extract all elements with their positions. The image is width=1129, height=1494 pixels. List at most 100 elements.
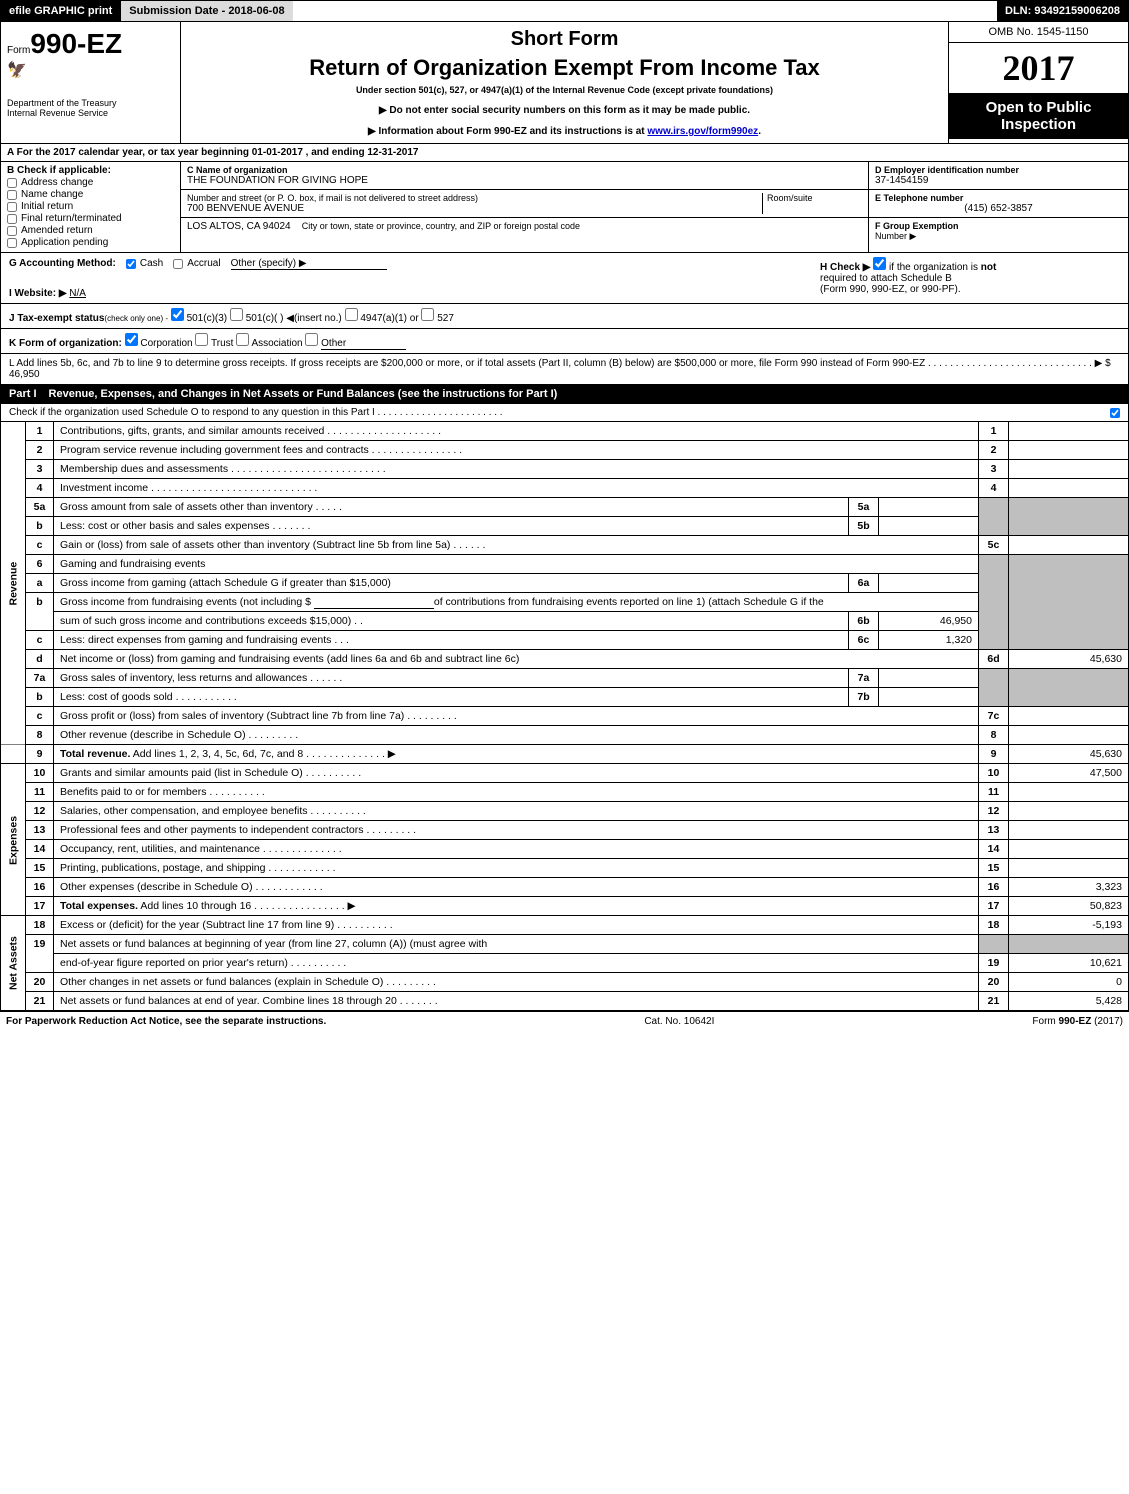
mini-val <box>879 688 979 707</box>
chk-schedule-b[interactable] <box>873 257 886 270</box>
efile-print-button[interactable]: efile GRAPHIC print <box>1 1 120 21</box>
ein: 37-1454159 <box>875 175 1122 186</box>
part1-sub-text: Check if the organization used Schedule … <box>9 407 503 418</box>
line-label: Gaming and fundraising events <box>54 555 979 574</box>
table-row: 4 Investment income . . . . . . . . . . … <box>1 479 1129 498</box>
ein-label: D Employer identification number <box>875 165 1122 175</box>
tel-label: E Telephone number <box>875 193 1122 203</box>
top-bar: efile GRAPHIC print Submission Date - 20… <box>0 0 1129 22</box>
chk-cash[interactable]: Cash <box>126 258 163 269</box>
fr-bold: 990-EZ <box>1059 1016 1092 1027</box>
line-num: 14 <box>26 840 54 859</box>
addr-row: Number and street (or P. O. box, if mail… <box>181 190 868 218</box>
line-label: Less: cost of goods sold . . . . . . . .… <box>54 688 849 707</box>
chk-application-pending[interactable]: Application pending <box>7 237 174 248</box>
box-val <box>1009 441 1129 460</box>
box-shade <box>979 555 1009 650</box>
checkbox-icon[interactable] <box>7 238 17 248</box>
chk-corporation[interactable] <box>125 333 138 346</box>
chk-501c3[interactable] <box>171 308 184 321</box>
checkbox-icon[interactable] <box>126 259 136 269</box>
box-ln: 21 <box>979 992 1009 1011</box>
checkbox-icon[interactable] <box>7 214 17 224</box>
box-shade <box>1009 935 1129 954</box>
line-num: 9 <box>26 745 54 764</box>
chk-name-change[interactable]: Name change <box>7 189 174 200</box>
table-row: 6 Gaming and fundraising events <box>1 555 1129 574</box>
checkbox-icon[interactable] <box>7 178 17 188</box>
j-o1: 501(c)(3) <box>187 313 228 324</box>
chk-initial-return[interactable]: Initial return <box>7 201 174 212</box>
chk-trust[interactable] <box>195 333 208 346</box>
line-label: Membership dues and assessments . . . . … <box>54 460 979 479</box>
table-row: 13Professional fees and other payments t… <box>1 821 1129 840</box>
chk-527[interactable] <box>421 308 434 321</box>
mini-val <box>879 669 979 688</box>
chk-4947[interactable] <box>345 308 358 321</box>
box-ln: 3 <box>979 460 1009 479</box>
box-val <box>1009 536 1129 555</box>
box-val: 45,630 <box>1009 650 1129 669</box>
submission-date: Submission Date - 2018-06-08 <box>120 1 292 21</box>
col-de: D Employer identification number 37-1454… <box>868 162 1128 252</box>
line-label: Other changes in net assets or fund bala… <box>54 973 979 992</box>
table-row: 5a Gross amount from sale of assets othe… <box>1 498 1129 517</box>
checkbox-icon[interactable] <box>7 190 17 200</box>
box-val: 47,500 <box>1009 764 1129 783</box>
line-num: b <box>26 593 54 631</box>
line-num: 13 <box>26 821 54 840</box>
line-label: Gross amount from sale of assets other t… <box>54 498 849 517</box>
open-to-public: Open to Public Inspection <box>949 93 1128 139</box>
j-label: J Tax-exempt status <box>9 313 104 324</box>
h-not: not <box>981 262 997 273</box>
omb-number: OMB No. 1545-1150 <box>949 22 1128 43</box>
chk-final-return[interactable]: Final return/terminated <box>7 213 174 224</box>
chk-label: Name change <box>21 189 83 200</box>
table-row: c Gross profit or (loss) from sales of i… <box>1 707 1129 726</box>
line-label: Other revenue (describe in Schedule O) .… <box>54 726 979 745</box>
line-num: 10 <box>26 764 54 783</box>
box-shade <box>1009 669 1129 707</box>
box-val <box>1009 707 1129 726</box>
g-label: G Accounting Method: <box>9 258 116 269</box>
box-val <box>1009 479 1129 498</box>
addr-label: Number and street (or P. O. box, if mail… <box>187 193 762 203</box>
checkbox-icon[interactable] <box>7 226 17 236</box>
form-header: Form990-EZ 🦅 Department of the Treasury … <box>0 22 1129 144</box>
section-netassets: Net Assets <box>1 916 26 1011</box>
line-num: a <box>26 574 54 593</box>
checkbox-icon[interactable] <box>7 202 17 212</box>
chk-schedule-o[interactable] <box>1110 408 1120 418</box>
chk-address-change[interactable]: Address change <box>7 177 174 188</box>
box-ln: 5c <box>979 536 1009 555</box>
table-row: 15Printing, publications, postage, and s… <box>1 859 1129 878</box>
chk-other[interactable] <box>305 333 318 346</box>
footer-mid: Cat. No. 10642I <box>644 1016 714 1027</box>
chk-accrual[interactable]: Accrual <box>173 258 220 269</box>
box-val <box>1009 783 1129 802</box>
tel-row: E Telephone number (415) 652-3857 <box>869 190 1128 218</box>
mini-val: 46,950 <box>879 612 979 631</box>
box-val: 10,621 <box>1009 954 1129 973</box>
line-num: 21 <box>26 992 54 1011</box>
mini-ln: 5b <box>849 517 879 536</box>
chk-association[interactable] <box>236 333 249 346</box>
checkbox-icon[interactable] <box>173 259 183 269</box>
instructions-link[interactable]: www.irs.gov/form990ez <box>647 126 758 137</box>
grp-row: F Group Exemption Number ▶ <box>869 218 1128 245</box>
line-num: 12 <box>26 802 54 821</box>
table-row: sum of such gross income and contributio… <box>1 612 1129 631</box>
chk-amended-return[interactable]: Amended return <box>7 225 174 236</box>
chk-501c[interactable] <box>230 308 243 321</box>
box-ln: 16 <box>979 878 1009 897</box>
line-label: Gross profit or (loss) from sales of inv… <box>54 707 979 726</box>
row-a-mid: , and ending <box>303 147 367 158</box>
box-val: 45,630 <box>1009 745 1129 764</box>
box-ln: 2 <box>979 441 1009 460</box>
table-row: 3 Membership dues and assessments . . . … <box>1 460 1129 479</box>
line-num: 16 <box>26 878 54 897</box>
fr-post: (2017) <box>1091 1016 1123 1027</box>
table-row: d Net income or (loss) from gaming and f… <box>1 650 1129 669</box>
line-label: Program service revenue including govern… <box>54 441 979 460</box>
box-ln: 13 <box>979 821 1009 840</box>
